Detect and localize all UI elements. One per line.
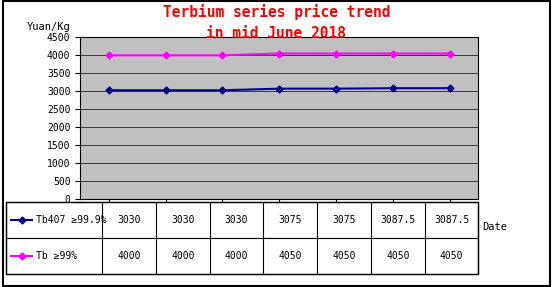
Text: 4050: 4050 <box>279 251 302 261</box>
Text: 3087.5: 3087.5 <box>434 215 469 225</box>
Text: 4000: 4000 <box>225 251 248 261</box>
Text: Tb407 ≥99.9%: Tb407 ≥99.9% <box>36 215 106 225</box>
Text: 4000: 4000 <box>171 251 195 261</box>
Text: 4050: 4050 <box>332 251 356 261</box>
Text: 3075: 3075 <box>279 215 302 225</box>
Text: Tb ≥99%: Tb ≥99% <box>36 251 77 261</box>
Text: 3075: 3075 <box>332 215 356 225</box>
Text: 3030: 3030 <box>117 215 141 225</box>
Text: 3087.5: 3087.5 <box>380 215 415 225</box>
Text: Terbium series price trend
in mid June 2018: Terbium series price trend in mid June 2… <box>163 4 390 41</box>
Text: Yuan/Kg: Yuan/Kg <box>27 22 70 32</box>
Text: 4000: 4000 <box>117 251 141 261</box>
Text: 4050: 4050 <box>440 251 463 261</box>
Text: Date: Date <box>482 222 507 232</box>
Text: 4050: 4050 <box>386 251 410 261</box>
Text: 3030: 3030 <box>171 215 195 225</box>
Text: 3030: 3030 <box>225 215 248 225</box>
